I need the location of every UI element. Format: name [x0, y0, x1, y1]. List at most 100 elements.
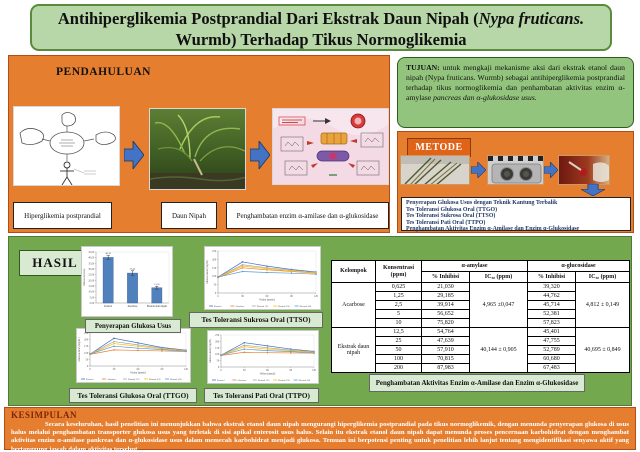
tujuan-heading: TUJUAN:	[406, 63, 440, 72]
svg-text:120: 120	[184, 368, 189, 371]
svg-text:0: 0	[218, 366, 220, 369]
svg-text:30: 30	[113, 368, 116, 371]
metode-step: Tes Toleransi Glukosa Oral (TTGO)	[406, 206, 498, 213]
svg-text:250: 250	[212, 250, 217, 253]
svg-text:40,00: 40,00	[88, 257, 95, 260]
line-chart-ttgo: 0 50 100 150 200 250 0 30 60 90 120 Waktu (menit) Gl…	[76, 328, 191, 383]
col-ic50-glucosidase: IC₅₀ (ppm)	[575, 271, 631, 283]
ic50-glucosidase-cell: 4,812 ± 0,149	[575, 282, 631, 328]
svg-text:Ekstrak 125: Ekstrak 125	[128, 378, 140, 381]
col-kelompok: Kelompok	[331, 260, 376, 283]
col-inhibisi-glucosidase: % Inhibisi	[527, 271, 577, 283]
line-chart-ttpo: 0 50 100 150 200 250 0 30 60 90 120 Waktu (menit) Gl…	[207, 330, 319, 384]
svg-text:Glukosa darah (mg/dL): Glukosa darah (mg/dL)	[206, 260, 209, 284]
nipah-palm-photo	[149, 108, 246, 190]
svg-text:250: 250	[215, 334, 220, 337]
svg-text:200: 200	[212, 258, 217, 261]
svg-text:120: 120	[312, 369, 317, 372]
section-pendahuluan: PENDAHULUAN	[8, 55, 390, 233]
results-table: Kelompok Konsentrasi (ppm) α-amylase α-g…	[331, 260, 631, 373]
svg-text:0: 0	[215, 292, 217, 295]
svg-text:0: 0	[87, 365, 89, 368]
svg-text:40,20: 40,20	[105, 252, 111, 255]
svg-text:60: 60	[266, 369, 269, 372]
leaf-sample-photo	[400, 155, 470, 185]
svg-text:90: 90	[289, 369, 292, 372]
section-kesimpulan: KESIMPULAN Secara keseluruhan, hasil pen…	[4, 407, 636, 452]
metode-step: Tes Toleransi Pati Oral (TTPO)	[406, 219, 486, 226]
svg-text:Ekstrak 500: Ekstrak 500	[170, 378, 182, 381]
metode-step: Tes Toleransi Sukrosa Oral (TTSO)	[406, 213, 496, 220]
svg-text:150: 150	[212, 267, 217, 270]
caption-table: Penghambatan Aktivitas Enzim α-Amilase d…	[369, 374, 585, 392]
svg-text:Kontrol: Kontrol	[217, 379, 225, 382]
svg-text:30: 30	[241, 295, 244, 298]
ic50-glucosidase-cell: 40,695 ± 0,849	[575, 327, 631, 373]
svg-text:30,00: 30,00	[88, 268, 95, 271]
svg-text:25,00: 25,00	[88, 274, 95, 277]
svg-text:100: 100	[212, 275, 217, 278]
caption-penyerapan-glukosa: Penyerapan Glukosa Usus	[85, 319, 181, 333]
svg-text:Ekstrak 125: Ekstrak 125	[257, 305, 269, 308]
tujuan-body: untuk mengkaji mekanisme aksi dari ekstr…	[406, 63, 625, 102]
svg-text:Glukosa darah (mg/dL): Glukosa darah (mg/dL)	[78, 337, 81, 361]
svg-text:Ekstrak 125: Ekstrak 125	[258, 379, 270, 382]
label-penghambatan-enzim: Penghambatan enzim α-amilase dan α-gluko…	[226, 202, 389, 229]
svg-text:Ekstrak 250: Ekstrak 250	[278, 305, 290, 308]
svg-text:Ekstrak 250: Ekstrak 250	[278, 379, 290, 382]
svg-text:Waktu (menit): Waktu (menit)	[259, 299, 275, 302]
section-metode: METODE	[397, 131, 634, 233]
hasil-heading: HASIL	[19, 250, 91, 276]
arrow-down-icon	[581, 184, 605, 196]
svg-text:50: 50	[86, 358, 89, 361]
group-name-cell: Acarbose	[331, 282, 376, 328]
svg-text:Akarbose: Akarbose	[128, 305, 139, 308]
col-inhibisi-amylase: % Inhibisi	[421, 271, 470, 283]
svg-text:13,50: 13,50	[154, 283, 160, 286]
pendahuluan-heading: PENDAHULUAN	[56, 66, 151, 78]
title-text: Antihiperglikemia Postprandial Dari Ekst…	[57, 9, 479, 28]
metode-steps: Penyerapan Glukosa Usus dengan Teknik Ka…	[401, 197, 631, 232]
title-text-end: Wurmb) Terhadap Tikus Normoglikemia	[175, 29, 467, 49]
svg-text:Akarbose: Akarbose	[235, 305, 244, 308]
svg-text:Waktu (menit): Waktu (menit)	[130, 372, 146, 375]
svg-text:250: 250	[84, 332, 89, 335]
blood-sampling-photo	[558, 155, 610, 185]
arrow-right-icon	[471, 162, 486, 178]
svg-text:50: 50	[214, 284, 217, 287]
arrow-right-icon	[544, 162, 558, 178]
group-name-cell: Ekstrak daun nipah	[331, 327, 376, 373]
svg-text:35,00: 35,00	[88, 262, 95, 265]
ic50-amylase-cell: 40,144 ± 0,905	[468, 327, 529, 373]
table-row: 200 87,983 67,483	[332, 363, 630, 373]
svg-text:Ekstrak 500: Ekstrak 500	[300, 305, 312, 308]
label-hiperglikemia-postprandial: Hiperglikemia postprandial	[13, 202, 112, 229]
svg-text:150: 150	[215, 347, 220, 350]
bar-chart-glucose-absorption: 0,00 5,00 10,00 15,00 20,00 25,00 30,00 35,00 40…	[81, 246, 173, 317]
svg-text:60: 60	[137, 368, 140, 371]
arrow-right-icon	[250, 141, 270, 169]
svg-text:Kontrol: Kontrol	[214, 305, 222, 308]
col-konsentrasi: Konsentrasi (ppm)	[375, 260, 422, 283]
svg-text:Akarbose: Akarbose	[107, 378, 116, 381]
svg-text:45,00: 45,00	[88, 251, 95, 254]
svg-text:100: 100	[215, 353, 220, 356]
svg-text:Kontrol: Kontrol	[104, 305, 112, 308]
svg-text:0: 0	[89, 368, 91, 371]
svg-text:200: 200	[84, 339, 89, 342]
svg-text:20,00: 20,00	[88, 279, 95, 282]
svg-text:10,00: 10,00	[88, 291, 95, 294]
ic50-amylase-cell: 4,965 ±0,047	[468, 282, 529, 328]
col-amylase: α-amylase	[420, 260, 529, 272]
svg-text:90: 90	[290, 295, 293, 298]
kesimpulan-heading: KESIMPULAN	[11, 410, 78, 420]
kesimpulan-body: Secara keseluruhan, hasil penelitian ini…	[11, 421, 629, 452]
arrow-right-icon	[124, 141, 144, 169]
caption-ttso: Tes Toleransi Sukrosa Oral (TTSO)	[189, 312, 323, 328]
col-glucosidase: α-glucosidase	[527, 260, 631, 272]
svg-text:120: 120	[314, 295, 319, 298]
pathophysiology-diagram-image	[13, 106, 120, 186]
section-hasil: HASIL 0,00 5,00 10,00 15,00 20,00 25,00 30,00 3…	[8, 236, 632, 406]
svg-text:Kontrol: Kontrol	[86, 378, 94, 381]
